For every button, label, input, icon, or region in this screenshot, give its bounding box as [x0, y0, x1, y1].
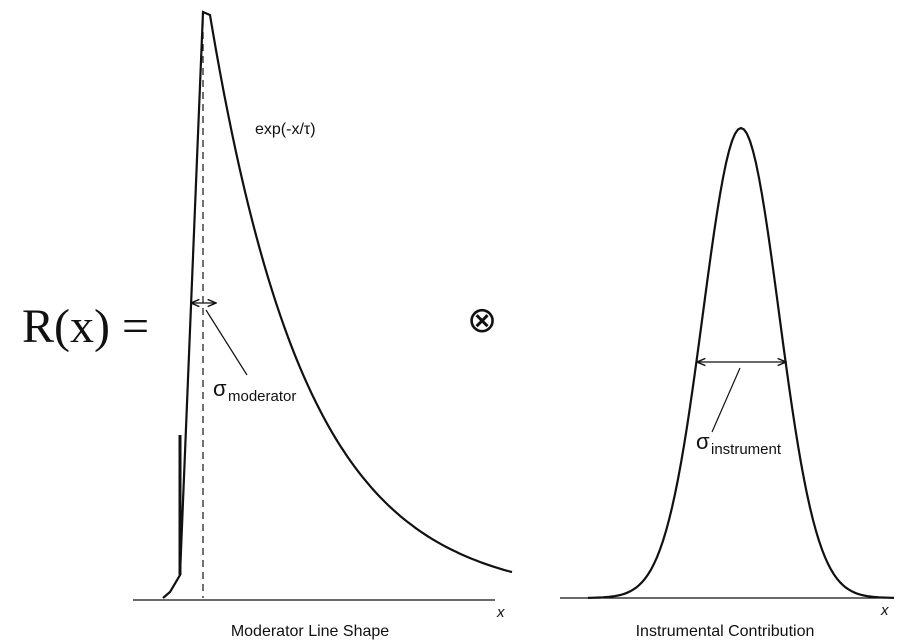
sigma-symbol: σ	[696, 429, 710, 454]
leader-line	[205, 309, 248, 376]
decay-formula: exp(-x/τ)	[255, 121, 316, 138]
moderator-curve	[162, 10, 513, 599]
convolution-operator: ⊗	[467, 299, 497, 340]
sigma-subscript: moderator	[228, 388, 296, 405]
instrument-curve	[587, 126, 895, 599]
caption: Moderator Line Shape	[231, 623, 389, 640]
caption: Instrumental Contribution	[636, 623, 815, 640]
equation-lhs: R(x) =	[22, 300, 149, 353]
leader-line	[711, 367, 741, 433]
sigma-symbol: σ	[213, 376, 227, 401]
axis-label: x	[880, 602, 889, 619]
axis-label: x	[496, 604, 505, 621]
sigma-subscript: instrument	[711, 441, 782, 458]
